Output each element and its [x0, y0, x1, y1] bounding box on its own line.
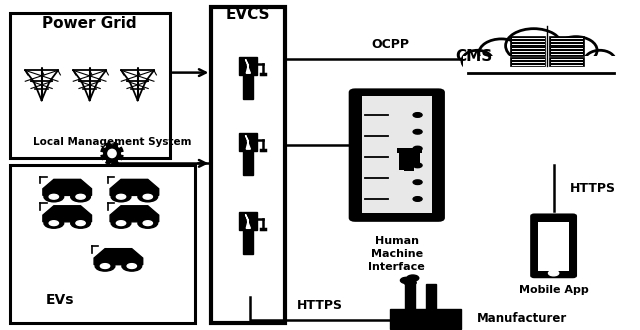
Circle shape [122, 261, 141, 271]
Circle shape [76, 221, 85, 226]
Bar [239, 133, 257, 151]
FancyBboxPatch shape [531, 214, 576, 277]
Circle shape [143, 221, 152, 226]
Bar [399, 151, 404, 170]
Bar [415, 151, 420, 166]
Polygon shape [110, 180, 159, 195]
Bar [211, 7, 285, 323]
Bar [538, 222, 569, 271]
Polygon shape [43, 180, 92, 195]
Circle shape [100, 264, 109, 269]
Circle shape [111, 218, 131, 228]
Bar [239, 57, 257, 75]
Polygon shape [246, 214, 250, 228]
Ellipse shape [506, 29, 562, 63]
Bar [397, 148, 422, 153]
Circle shape [404, 280, 416, 286]
Circle shape [401, 277, 412, 283]
Text: EVs: EVs [46, 293, 75, 307]
Circle shape [70, 192, 90, 202]
Circle shape [95, 261, 115, 271]
Bar [510, 46, 545, 56]
Circle shape [70, 218, 90, 228]
Text: Human
Machine
Interface: Human Machine Interface [369, 236, 425, 272]
Bar [239, 212, 257, 230]
Circle shape [138, 218, 157, 228]
Polygon shape [43, 206, 92, 222]
Polygon shape [110, 206, 159, 222]
Polygon shape [246, 59, 250, 73]
Circle shape [413, 146, 422, 151]
Circle shape [44, 218, 64, 228]
Bar [549, 46, 584, 56]
Circle shape [116, 221, 125, 226]
Bar [510, 36, 545, 46]
Ellipse shape [462, 50, 493, 72]
Circle shape [413, 197, 422, 201]
Text: Mobile App: Mobile App [519, 285, 588, 295]
Circle shape [413, 113, 422, 117]
Bar [405, 284, 415, 313]
Ellipse shape [479, 39, 524, 68]
Bar [10, 13, 170, 158]
Bar [243, 75, 253, 99]
Bar [10, 165, 195, 323]
Bar [426, 284, 436, 313]
Text: Local Management System: Local Management System [33, 137, 191, 147]
Text: Power Grid: Power Grid [42, 16, 137, 31]
Bar [549, 36, 584, 46]
Circle shape [407, 275, 419, 281]
Text: EVCS: EVCS [225, 7, 270, 22]
Text: Manufacturer: Manufacturer [477, 312, 567, 325]
Text: OCPP: OCPP [371, 38, 409, 51]
Bar [390, 309, 461, 329]
Bar [243, 230, 253, 254]
Circle shape [138, 192, 157, 202]
Bar [549, 56, 584, 67]
Bar [404, 151, 410, 171]
Circle shape [413, 180, 422, 184]
Polygon shape [101, 143, 123, 164]
Circle shape [127, 264, 136, 269]
FancyBboxPatch shape [350, 90, 444, 220]
Polygon shape [94, 249, 143, 265]
Circle shape [49, 194, 58, 199]
Ellipse shape [584, 50, 616, 72]
Circle shape [143, 194, 152, 199]
Text: HTTPS: HTTPS [570, 182, 616, 195]
Circle shape [548, 271, 559, 276]
Bar [243, 151, 253, 175]
Ellipse shape [108, 149, 116, 157]
Text: CMS: CMS [456, 49, 493, 64]
Circle shape [413, 129, 422, 134]
Circle shape [49, 221, 58, 226]
Ellipse shape [555, 37, 597, 64]
Circle shape [76, 194, 85, 199]
Circle shape [116, 194, 125, 199]
Circle shape [413, 163, 422, 168]
Text: HTTPS: HTTPS [297, 299, 343, 312]
Bar [463, 56, 618, 73]
Bar [410, 151, 415, 171]
Circle shape [111, 192, 131, 202]
Bar [362, 96, 432, 213]
Circle shape [44, 192, 64, 202]
Polygon shape [246, 135, 250, 149]
Bar [510, 56, 545, 67]
